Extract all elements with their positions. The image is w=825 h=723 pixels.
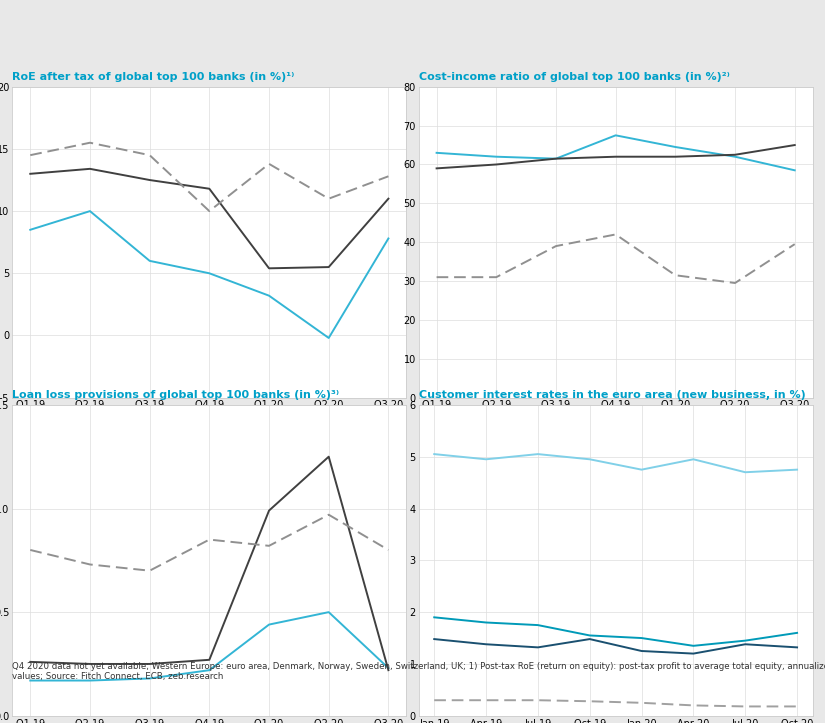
Legend: Western Europe, United States, BRICS: Western Europe, United States, BRICS — [76, 463, 343, 480]
Legend: Western Europe, United States, BRICS: Western Europe, United States, BRICS — [482, 463, 749, 480]
Text: Customer interest rates in the euro area (new business, in %): Customer interest rates in the euro area… — [418, 390, 805, 400]
Text: Q4 2020 data not yet available; Western Europe: euro area, Denmark, Norway, Swed: Q4 2020 data not yet available; Western … — [12, 662, 825, 681]
Text: Cost-income ratio of global top 100 banks (in %)²⁾: Cost-income ratio of global top 100 bank… — [418, 72, 729, 82]
Text: Loan loss provisions of global top 100 banks (in %)³⁾: Loan loss provisions of global top 100 b… — [12, 390, 340, 400]
Text: RoE after tax of global top 100 banks (in %)¹⁾: RoE after tax of global top 100 banks (i… — [12, 72, 295, 82]
